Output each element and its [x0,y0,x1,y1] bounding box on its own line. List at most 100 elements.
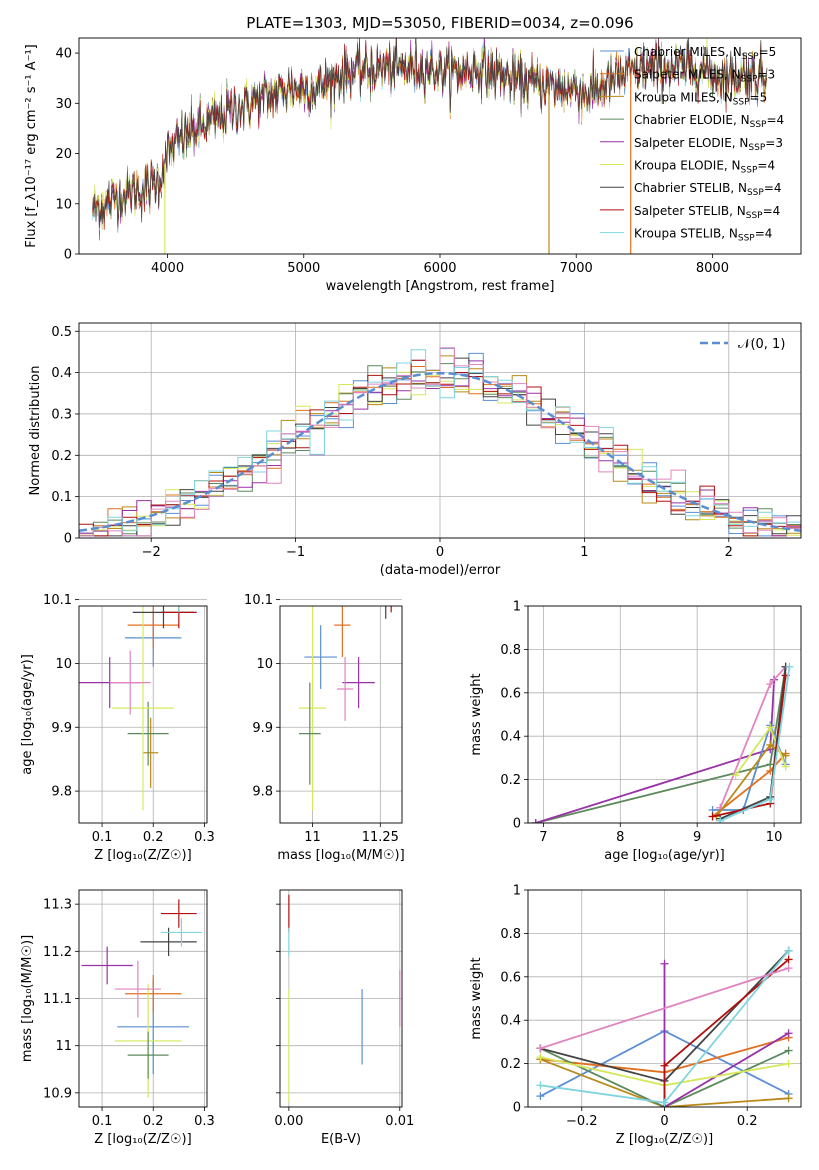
y-tick-label: 11.1 [43,992,72,1007]
y-axis-label: mass [log₁₀(M/M☉)] [20,935,35,1062]
y-tick-label: 10 [256,657,273,672]
x-tick-label: 10 [766,830,783,845]
y-tick-label: 0.4 [51,366,72,381]
y-tick-label: 10.1 [43,593,72,608]
errorbar-point [109,650,151,715]
panel-age_vs_mass: 11 11.25 9.8 9.9 10 10.1 mass [log₁₀(M/M☉)] [244,593,405,863]
plot-area [298,606,392,811]
x-tick-label: 0.00 [274,1114,303,1129]
weight-series [535,679,775,823]
panel-weight_vs_Z: −0.2 0 0.2 0 0.2 0.4 0.6 0.8 1 Z [log₁₀(Z/Z☉)] mas… [469,884,802,1147]
weight-marker [766,740,775,749]
y-tick-label: 11 [55,1039,72,1054]
errorbar-point [114,960,161,1018]
errorbar-point [127,1031,169,1079]
axes-frame [527,889,802,1108]
y-tick-label: 40 [55,47,72,62]
x-axis-label: wavelength [Angstrom, rest frame] [326,279,555,294]
x-tick-label: 0.3 [194,830,215,845]
plot-area [79,347,801,537]
x-axis-label: Z [log₁₀(Z/Z☉)] [616,1132,713,1147]
errorbar-point [160,918,202,947]
x-axis-label: Z [log₁₀(Z/Z☉)] [94,1132,191,1147]
panel-mass_vs_ebv: 0.00 0.01 E(B-V) [274,889,414,1147]
y-tick-label: 10.1 [244,593,273,608]
weight-marker [731,771,740,780]
weight-series [719,666,787,820]
weight-marker [784,964,793,973]
errorbar-point [385,606,387,619]
x-tick-label: 0.1 [92,1114,113,1129]
x-tick-label: 0.1 [92,830,113,845]
x-tick-label: 0.2 [143,830,164,845]
axes-frame [279,605,403,824]
weight-marker [784,1094,793,1103]
y-tick-label: 0.3 [51,407,72,422]
panel-spectrum: 4000 5000 6000 7000 8000 0 10 20 30 40 wavelength … [24,37,802,294]
axes-frame [78,605,208,824]
weight-marker [660,959,669,968]
weight-marker [766,795,775,804]
grid [280,890,402,1107]
legend-label: Salpeter ELODIE, NSSP=3 [634,136,783,153]
errorbar-point [298,682,321,785]
y-axis-label: Flux [f_λ10⁻¹⁷ erg cm⁻² s⁻¹ A⁻¹] [24,44,39,248]
x-tick-label: 7 [539,830,547,845]
y-tick-label: 0.8 [500,927,521,942]
x-tick-label: 7000 [560,261,593,276]
x-axis-label: (data-model)/error [380,563,501,578]
y-tick-label: 9.8 [51,785,72,800]
x-tick-label: 1 [580,545,588,560]
y-tick-label: 0.8 [500,643,521,658]
normal-curve [79,371,801,533]
y-tick-label: 10 [55,197,72,212]
y-tick-label: 0.1 [51,490,72,505]
weight-marker [785,662,794,671]
x-axis-label: E(B-V) [321,1132,361,1147]
errorbar-point [334,606,351,658]
x-tick-label: 6000 [423,261,456,276]
weight-marker [781,762,790,771]
weight-marker [784,1059,793,1068]
axes-frame [78,37,802,255]
weight-series [540,967,789,1050]
errorbar-point [342,657,375,709]
plot-area [79,606,197,811]
y-tick-label: 0 [64,248,72,263]
x-tick-label: 5000 [287,261,320,276]
weight-marker [536,1092,545,1101]
legend-label: Salpeter STELIB, NSSP=4 [634,204,780,221]
y-tick-label: 1 [513,600,521,615]
spectrum-legend: Chabrier MILES, NSSP=5 Salpeter MILES, NS… [600,45,784,244]
errorbar-point [127,606,179,648]
histogram-series [79,347,801,537]
y-tick-label: 0.2 [500,1057,521,1072]
legend-label: Chabrier STELIB, NSSP=4 [634,181,782,198]
figure-title: PLATE=1303, MJD=53050, FIBERID=0034, z=0… [246,14,633,32]
weight-series [540,1047,789,1107]
errorbar-point [304,625,337,689]
weight-marker [781,751,790,760]
x-tick-label: 4000 [151,261,184,276]
y-tick-label: 0.5 [51,325,72,340]
plot-area [92,38,768,254]
x-tick-label: 9 [693,830,701,845]
axes-frame [78,322,802,539]
plot-area [536,946,793,1107]
y-tick-label: 0.4 [500,730,521,745]
errorbar-point [127,701,169,766]
x-tick-label: 0 [436,545,444,560]
legend-label: Chabrier ELODIE, NSSP=4 [634,113,784,130]
weight-series [663,963,790,1107]
axes-frame [78,889,208,1108]
errorbar-point [178,606,180,613]
y-axis-label: mass weight [469,673,484,755]
y-tick-label: 11.2 [43,945,72,960]
y-tick-label: 0.4 [500,1014,521,1029]
y-tick-label: 1 [513,884,521,899]
weight-marker [784,955,793,964]
weight-marker [708,812,717,821]
x-tick-label: −0.2 [566,1114,598,1129]
panel-mass_vs_Z: 0.1 0.2 0.3 10.9 11 11.1 11.2 11.3 Z [log₁₀(Z/Z☉… [20,889,215,1147]
x-tick-label: 11.25 [362,830,399,845]
